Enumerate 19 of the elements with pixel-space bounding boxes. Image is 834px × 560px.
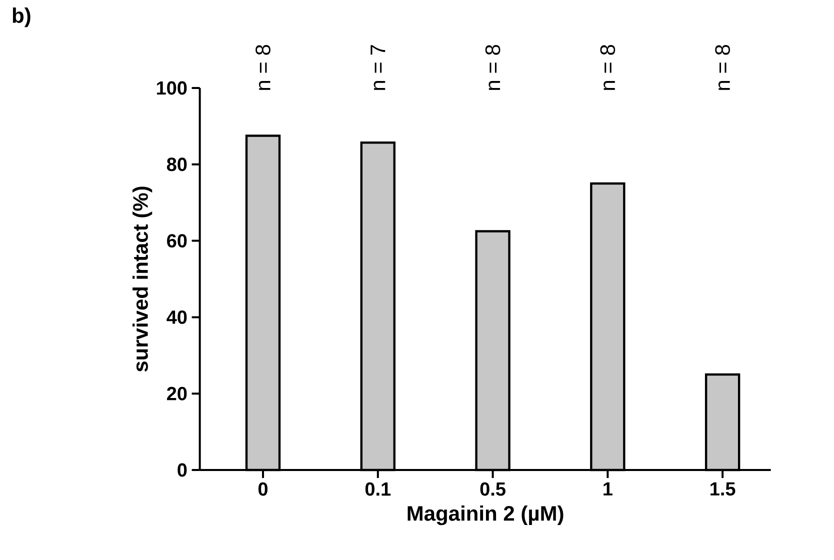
text: b) [12,8,30,28]
annotation: n = 8 [715,44,730,90]
y-tick-label: 20 [167,386,187,400]
x-tick-label: 1 [604,482,612,496]
x-tick-label: 1.5 [710,482,736,496]
x-tick-label: 0.5 [480,482,506,496]
y-tick-label: 0 [178,463,187,477]
annotation: n = 8 [256,44,270,90]
y-tick-label: 100 [156,81,187,95]
annotation: n = 7 [370,45,386,90]
annotation: n = 8 [485,44,500,90]
x-tick-label: 0 [258,482,268,496]
y-tick-label: 40 [166,310,187,324]
y-axis-title: survived intact (%) [132,186,152,372]
y-tick-label: 60 [167,234,187,248]
x-tick-label: 0.1 [365,482,391,496]
y-tick-label: 80 [166,158,187,172]
annotation: n = 8 [600,44,616,90]
x-axis-title: Magainin 2 (µM) [408,505,564,526]
